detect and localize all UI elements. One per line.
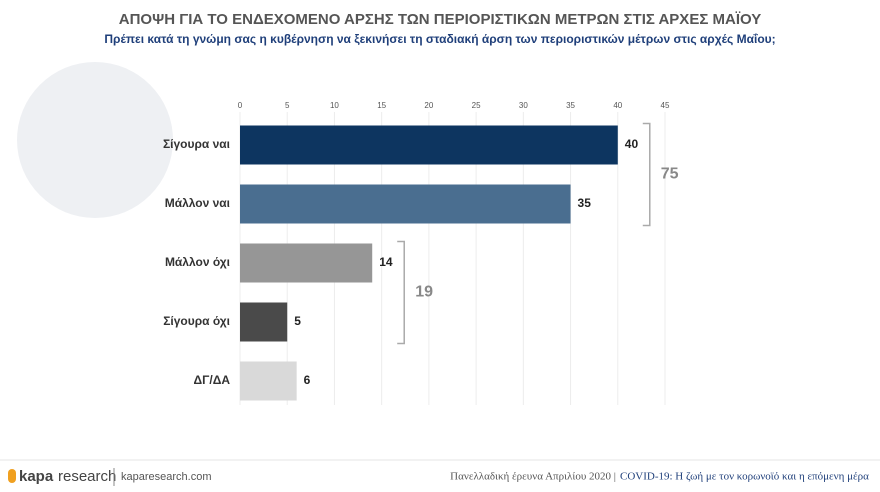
value-label: 14 <box>379 255 393 269</box>
bar <box>240 243 373 283</box>
bar <box>240 184 571 224</box>
footer-site: kaparesearch.com <box>121 471 212 483</box>
background-decoration <box>17 62 173 218</box>
group-total: 75 <box>661 166 679 183</box>
chart-subtitle: Πρέπει κατά τη γνώμη σας η κυβέρνηση να … <box>104 32 775 46</box>
x-tick-label: 40 <box>613 101 622 110</box>
x-tick-label: 25 <box>472 101 481 110</box>
x-tick-label: 10 <box>330 101 339 110</box>
x-tick-label: 35 <box>566 101 575 110</box>
value-label: 5 <box>294 314 301 328</box>
x-tick-label: 15 <box>377 101 386 110</box>
value-label: 6 <box>304 373 311 387</box>
bar <box>240 302 288 342</box>
value-label: 40 <box>625 137 639 151</box>
category-label: Μάλλον όχι <box>165 255 230 269</box>
logo-mark <box>8 469 16 483</box>
category-label: Σίγουρα ναι <box>163 137 230 151</box>
logo-bold: kapa <box>19 468 54 485</box>
chart-title: ΑΠΟΨΗ ΓΙΑ ΤΟ ΕΝΔΕΧΟΜΕΝΟ ΑΡΣΗΣ ΤΩΝ ΠΕΡΙΟΡ… <box>119 11 762 28</box>
group-bracket <box>642 122 651 227</box>
group-total: 19 <box>415 284 433 301</box>
x-tick-label: 5 <box>285 101 290 110</box>
category-label: Μάλλον ναι <box>165 196 230 210</box>
x-tick-label: 20 <box>424 101 433 110</box>
bar <box>240 361 297 401</box>
footer-project: COVID-19: Η ζωή με τον κορωνοϊό και η επ… <box>620 471 869 483</box>
category-label: ΔΓ/ΔΑ <box>194 373 231 387</box>
x-tick-label: 0 <box>238 101 243 110</box>
logo-light: research <box>58 468 116 485</box>
x-tick-label: 45 <box>661 101 670 110</box>
category-label: Σίγουρα όχι <box>163 314 230 328</box>
group-bracket <box>397 240 405 345</box>
x-tick-label: 30 <box>519 101 528 110</box>
footer-survey: Πανελλαδική έρευνα Απριλίου 2020 | <box>450 471 616 483</box>
bar <box>240 125 618 165</box>
value-label: 35 <box>578 196 592 210</box>
